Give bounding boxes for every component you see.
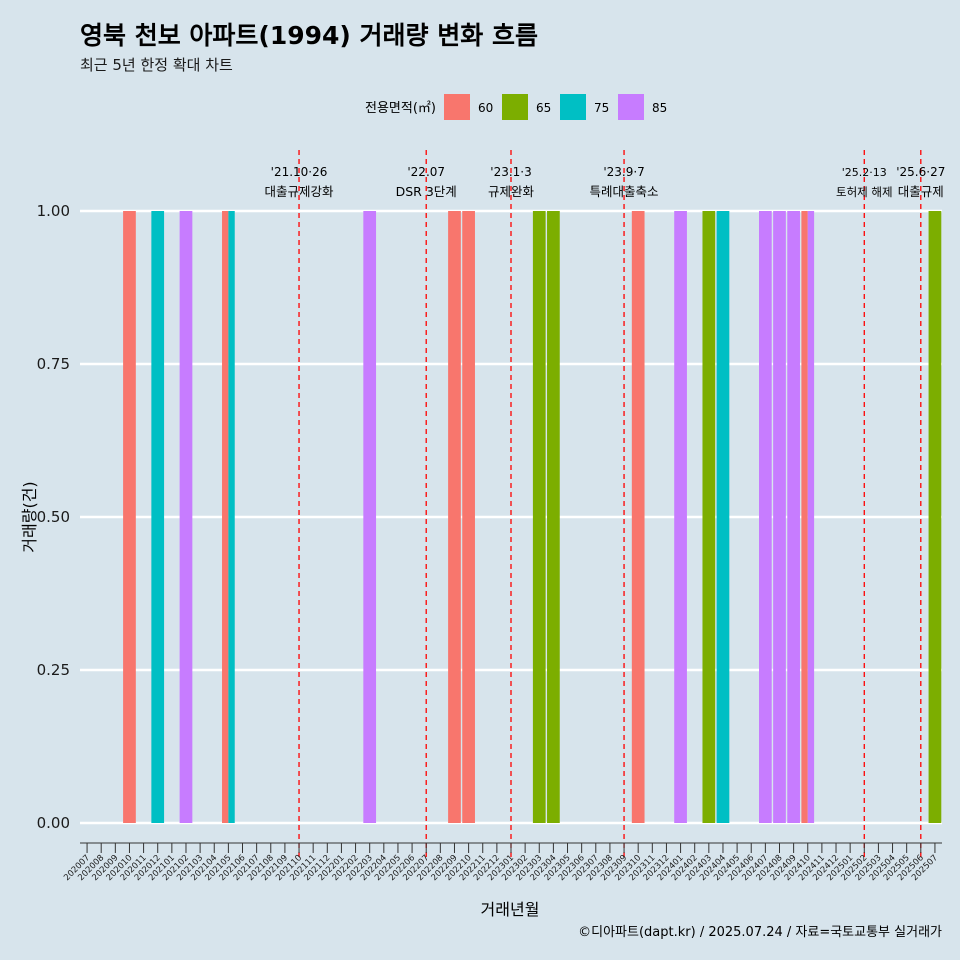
- bar: [462, 211, 475, 823]
- bar: [151, 211, 165, 823]
- bar: [787, 211, 800, 823]
- legend-swatch: [502, 94, 528, 120]
- bar: [448, 211, 461, 823]
- bar: [801, 211, 808, 823]
- event-lines: [298, 150, 922, 858]
- y-tick-label: 1.00: [37, 202, 70, 220]
- event-label: 토허제 해제: [836, 185, 893, 199]
- event-label: DSR 3단계: [396, 184, 457, 199]
- bar: [631, 211, 645, 823]
- bar: [179, 211, 193, 823]
- event-date: '21.10·26: [271, 165, 328, 179]
- event-date: '23.9·7: [603, 165, 644, 179]
- event-annotations: '21.10·26 대출규제강화 '22.07 DSR 3단계 '23.1·3 규제완화 '…: [265, 165, 946, 199]
- y-tick-label: 0.75: [37, 355, 70, 373]
- event-date: '22.07: [407, 165, 445, 179]
- y-tick-label: 0.50: [37, 508, 70, 526]
- event-date: '25.6·27: [896, 165, 945, 179]
- bar: [773, 211, 786, 823]
- legend-title: 전용면적(㎡): [365, 101, 436, 116]
- chart-title: 영북 천보 아파트(1994) 거래량 변화 흐름: [80, 21, 538, 50]
- chart-subtitle: 최근 5년 한정 확대 차트: [80, 56, 233, 74]
- legend-item: 65: [502, 94, 551, 120]
- bar: [702, 211, 716, 823]
- legend-swatch: [560, 94, 586, 120]
- bar: [222, 211, 229, 823]
- y-tick-label: 0.25: [37, 661, 70, 679]
- event-label: 대출규제: [898, 184, 944, 199]
- legend-item: 85: [618, 94, 667, 120]
- legend-item: 75: [560, 94, 609, 120]
- x-axis-label: 거래년월: [481, 900, 540, 919]
- bars: [123, 211, 942, 823]
- y-axis-label: 거래량(건): [20, 481, 39, 552]
- legend-swatch: [618, 94, 644, 120]
- bar: [228, 211, 235, 823]
- legend-items: 60 65 75 85: [444, 94, 667, 120]
- event-date: '25.2·13: [842, 166, 887, 179]
- legend-label: 75: [594, 101, 609, 115]
- legend: 전용면적(㎡) 60 65 75 85: [365, 94, 667, 120]
- chart-caption: ©디아파트(dapt.kr) / 2025.07.24 / 자료=국토교통부 실…: [578, 925, 942, 940]
- bar: [759, 211, 772, 823]
- bar: [807, 211, 815, 823]
- bar: [363, 211, 377, 823]
- event-label: 특례대출축소: [590, 184, 659, 199]
- bar: [928, 211, 942, 823]
- legend-label: 65: [536, 101, 551, 115]
- legend-label: 60: [478, 101, 493, 115]
- y-axis-ticks: 0.00 0.25 0.50 0.75 1.00: [37, 202, 70, 832]
- event-label: 대출규제강화: [265, 184, 335, 199]
- bar: [123, 211, 136, 823]
- x-axis: 2020072020082020092020102020112020122021…: [62, 842, 942, 883]
- event-date: '23.1·3: [490, 165, 531, 179]
- bar: [547, 211, 560, 823]
- legend-swatch: [444, 94, 470, 120]
- bar: [716, 211, 730, 823]
- bar: [532, 211, 546, 823]
- event-label: 규제완화: [488, 184, 535, 199]
- legend-item: 60: [444, 94, 493, 120]
- y-tick-label: 0.00: [37, 814, 70, 832]
- legend-label: 85: [652, 101, 667, 115]
- bar: [674, 211, 687, 823]
